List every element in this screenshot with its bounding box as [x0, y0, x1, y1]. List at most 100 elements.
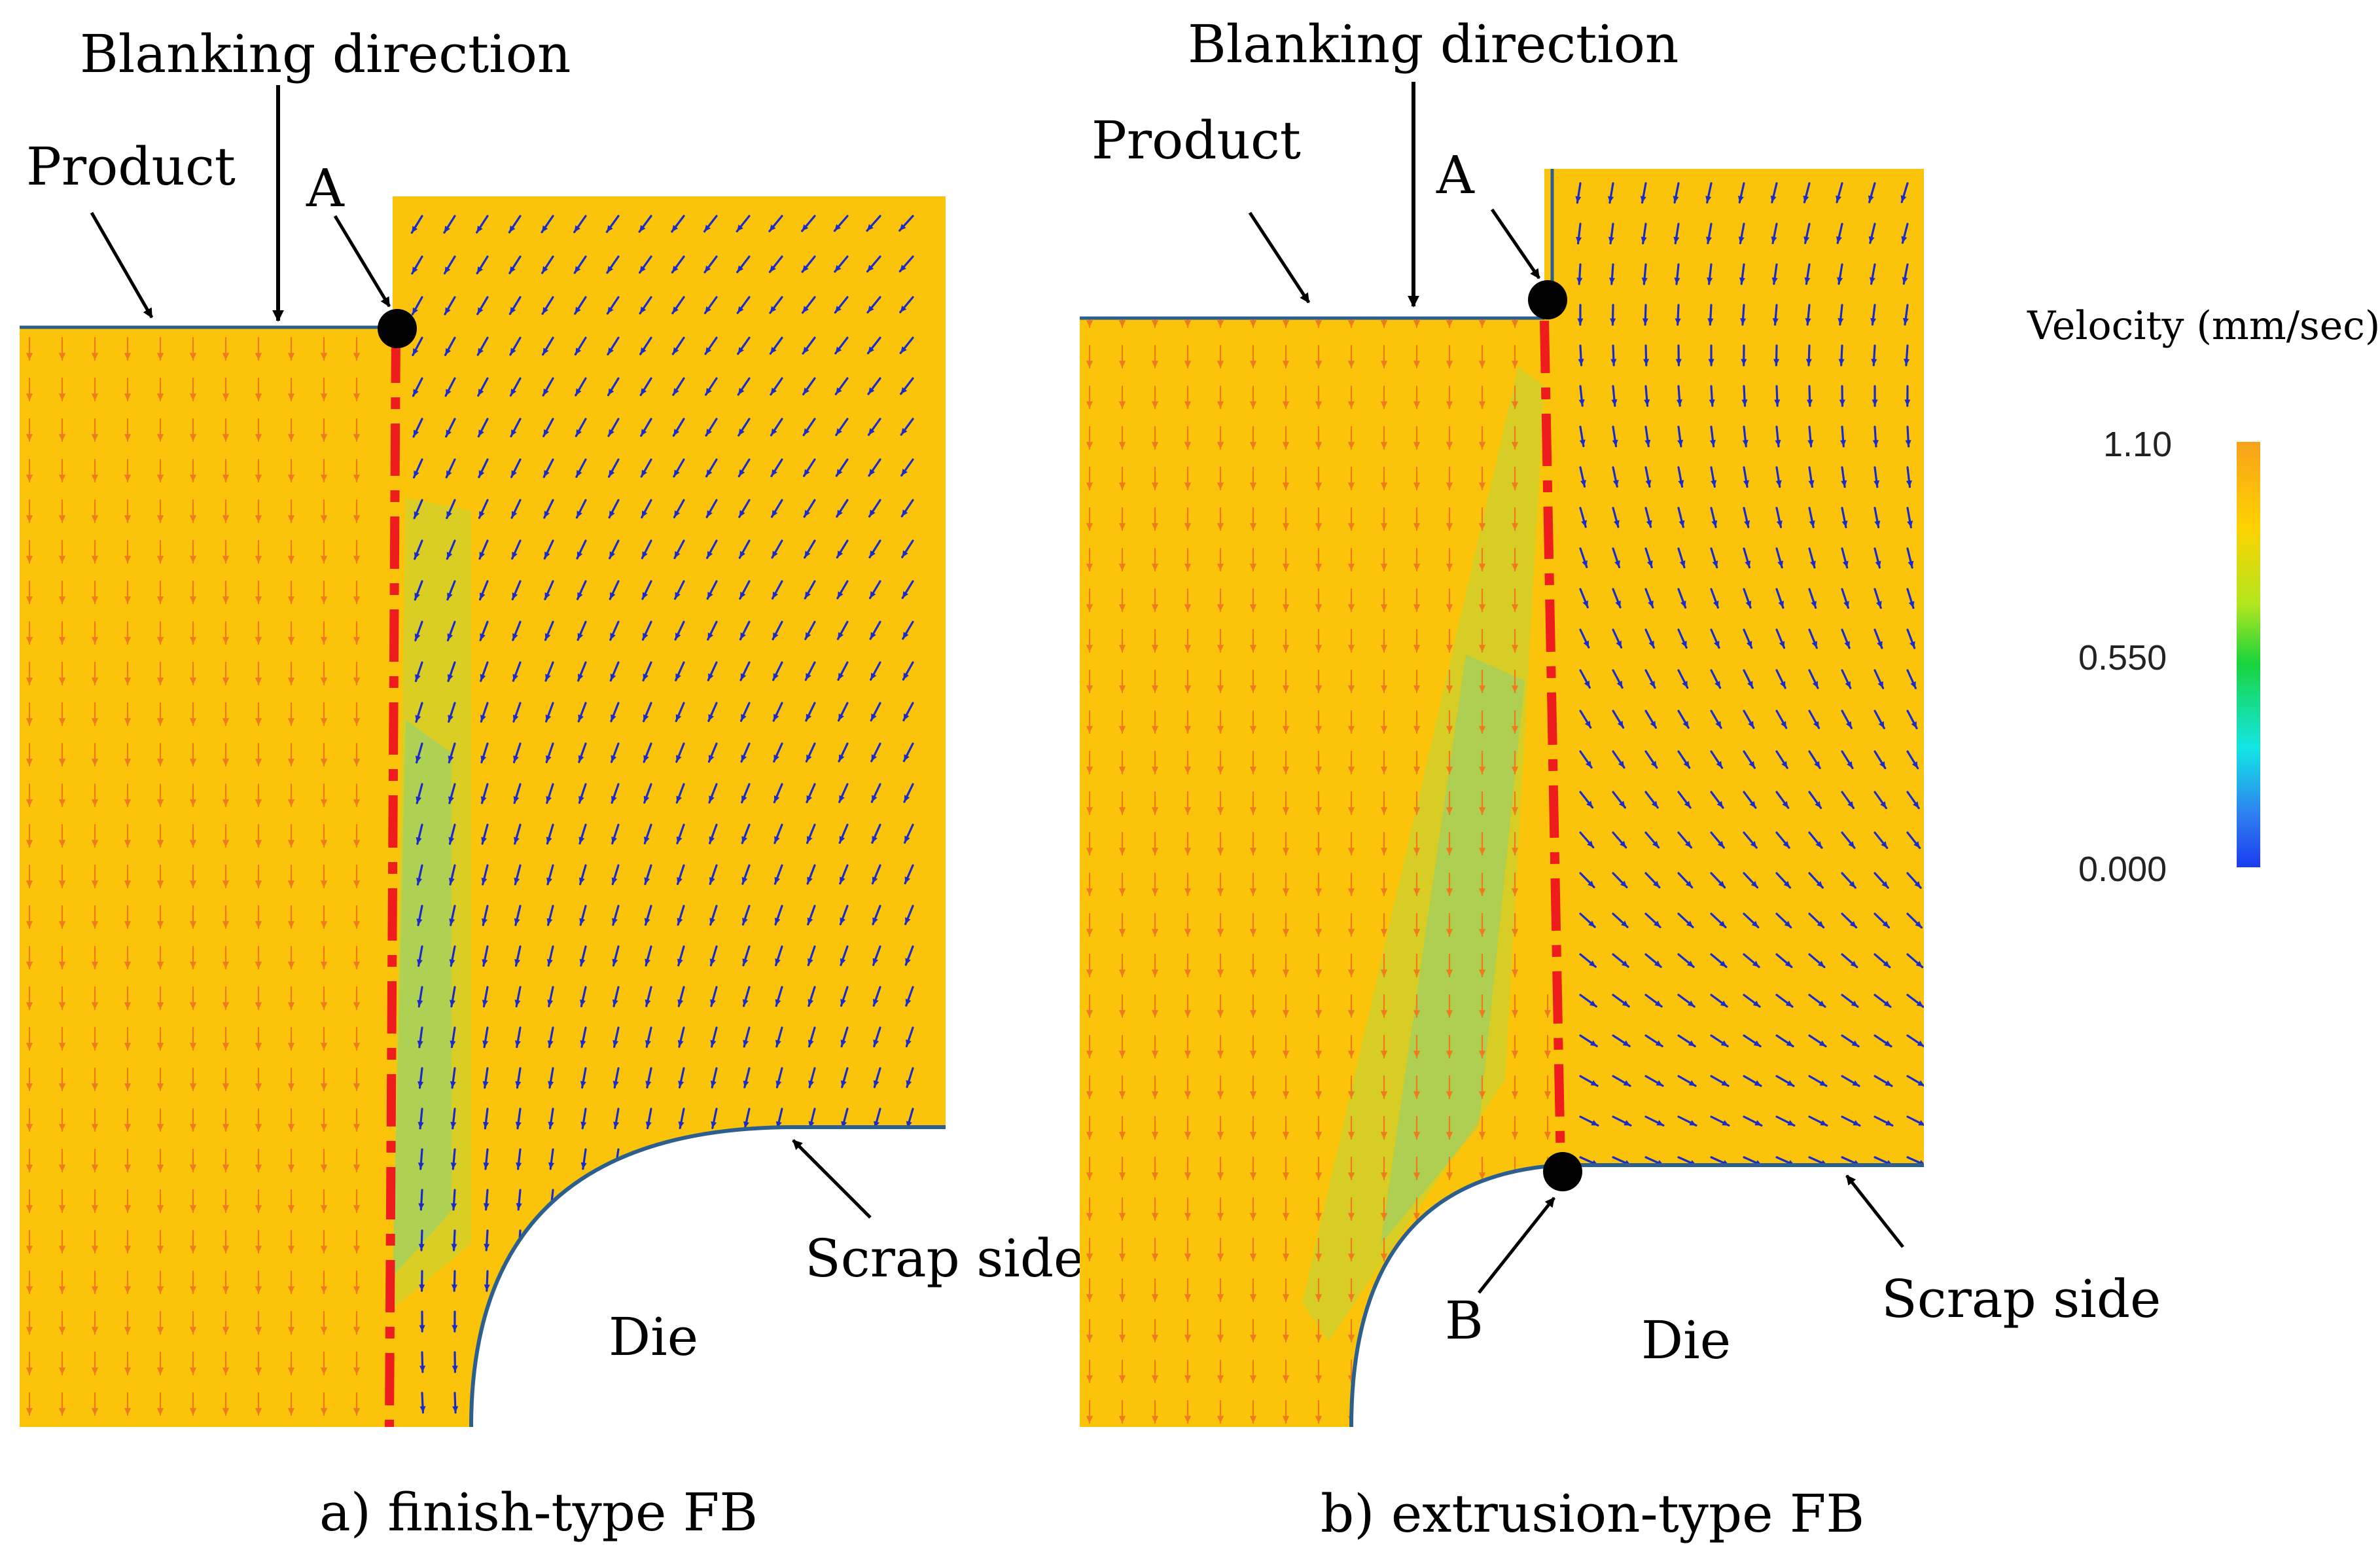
velocity-vector-head: [1249, 239, 1257, 246]
velocity-vector: [647, 1148, 652, 1170]
velocity-vector-head: [484, 1244, 490, 1250]
velocity-vector-head: [1853, 1241, 1860, 1247]
velocity-vector-head: [124, 1408, 132, 1415]
velocity-vector-head: [91, 312, 99, 319]
velocity-vector-head: [1347, 766, 1355, 774]
velocity-vector-head: [547, 1000, 554, 1007]
velocity-vector-head: [609, 469, 615, 477]
velocity-vector-head: [1151, 1294, 1159, 1301]
velocity-vector-head: [1217, 361, 1224, 368]
velocity-vector-head: [412, 307, 418, 315]
velocity-vector-head: [1754, 1241, 1762, 1247]
velocity-vector-head: [906, 1080, 912, 1087]
velocity-vector-head: [414, 633, 421, 641]
velocity-vector-head: [770, 346, 777, 354]
point-a-marker: [378, 309, 417, 348]
velocity-vector-head: [1413, 1051, 1421, 1058]
velocity-vector-head: [1086, 685, 1093, 693]
velocity-vector-head: [222, 1083, 230, 1090]
velocity-vector-head: [1682, 721, 1689, 728]
velocity-vector-head: [1446, 1172, 1453, 1180]
velocity-vector-head: [1649, 681, 1655, 688]
velocity-vector-head: [1656, 1200, 1664, 1206]
velocity-vector-head: [1591, 1282, 1599, 1288]
velocity-vector-head: [124, 515, 132, 522]
velocity-vector-head: [353, 475, 361, 482]
velocity-vector-head: [287, 353, 295, 360]
velocity-vector-head: [320, 312, 328, 319]
velocity-vector-head: [255, 1002, 262, 1009]
velocity-vector-head: [1478, 239, 1486, 246]
velocity-vector-head: [511, 429, 517, 437]
velocity-vector-head: [515, 1121, 522, 1128]
velocity-vector-head: [1413, 1335, 1421, 1342]
velocity-vector-head: [1641, 236, 1647, 243]
velocity-vector-head: [545, 674, 551, 681]
velocity-vector-head: [156, 1083, 164, 1090]
velocity-vector: [907, 1189, 914, 1210]
velocity-vector-head: [1544, 1375, 1552, 1382]
velocity-vector-head: [1744, 520, 1750, 528]
velocity-vector-head: [1315, 888, 1323, 895]
velocity-vector-head: [870, 672, 877, 680]
velocity-vector-head: [1380, 482, 1388, 490]
velocity-vector-head: [613, 1162, 620, 1169]
velocity-vector-head: [124, 840, 132, 847]
velocity-vector-head: [1380, 361, 1388, 368]
velocity-vector-head: [26, 312, 33, 319]
velocity-vector-head: [1380, 766, 1388, 774]
velocity-vector: [811, 1310, 816, 1333]
velocity-vector: [746, 1351, 751, 1373]
velocity-vector-head: [1446, 1051, 1453, 1058]
velocity-vector-head: [1118, 726, 1126, 733]
velocity-vector-head: [1249, 1294, 1257, 1301]
velocity-vector-head: [1315, 1010, 1323, 1017]
velocity-vector-head: [1684, 801, 1691, 808]
velocity-vector-head: [1347, 685, 1355, 693]
velocity-vector-head: [581, 1202, 588, 1210]
velocity-vector-head: [1217, 645, 1224, 652]
velocity-vector-head: [1656, 1241, 1664, 1247]
velocity-vector-head: [1881, 881, 1889, 888]
velocity-vector-head: [1641, 278, 1648, 284]
velocity-vector-head: [900, 264, 906, 272]
velocity-vector-head: [577, 551, 583, 559]
velocity-vector-head: [255, 1367, 262, 1375]
velocity-vector-head: [1151, 279, 1159, 287]
velocity-vector-head: [58, 556, 66, 563]
velocity-vector-head: [189, 1164, 197, 1172]
velocity-vector-head: [1315, 401, 1323, 408]
velocity-vector-head: [287, 393, 295, 401]
velocity-vector-head: [1184, 848, 1192, 855]
velocity-vector-head: [448, 877, 455, 885]
velocity-vector: [876, 1392, 881, 1414]
velocity-vector-head: [255, 556, 262, 563]
velocity-vector-head: [1853, 1363, 1860, 1369]
velocity-vector-head: [906, 1202, 913, 1210]
velocity-vector-head: [1673, 196, 1679, 203]
velocity-vector-head: [124, 718, 132, 725]
velocity-vector-head: [1853, 1200, 1860, 1206]
velocity-vector-head: [514, 877, 520, 885]
velocity-vector-head: [222, 1043, 230, 1050]
velocity-vector-head: [1086, 1416, 1093, 1423]
velocity-vector-head: [544, 592, 550, 600]
velocity-vector-head: [452, 1406, 459, 1413]
velocity-vector-head: [743, 1039, 749, 1047]
velocity-vector-head: [1918, 1120, 1924, 1126]
velocity-vector-head: [1282, 1132, 1290, 1139]
velocity-vector-head: [255, 1124, 262, 1131]
velocity-vector-head: [548, 1244, 555, 1250]
velocity-vector-head: [26, 272, 33, 279]
velocity-vector-head: [1151, 1416, 1159, 1423]
velocity-vector-head: [1413, 807, 1421, 814]
velocity-vector-head: [353, 596, 361, 604]
velocity-vector-head: [679, 1243, 685, 1250]
velocity-vector-head: [673, 429, 680, 436]
velocity-vector-head: [513, 837, 520, 844]
velocity-vector-head: [478, 348, 484, 355]
velocity-vector-head: [1184, 482, 1192, 490]
velocity-vector-head: [580, 1040, 586, 1047]
velocity-vector-head: [1151, 239, 1159, 246]
velocity-vector-head: [1904, 399, 1911, 406]
